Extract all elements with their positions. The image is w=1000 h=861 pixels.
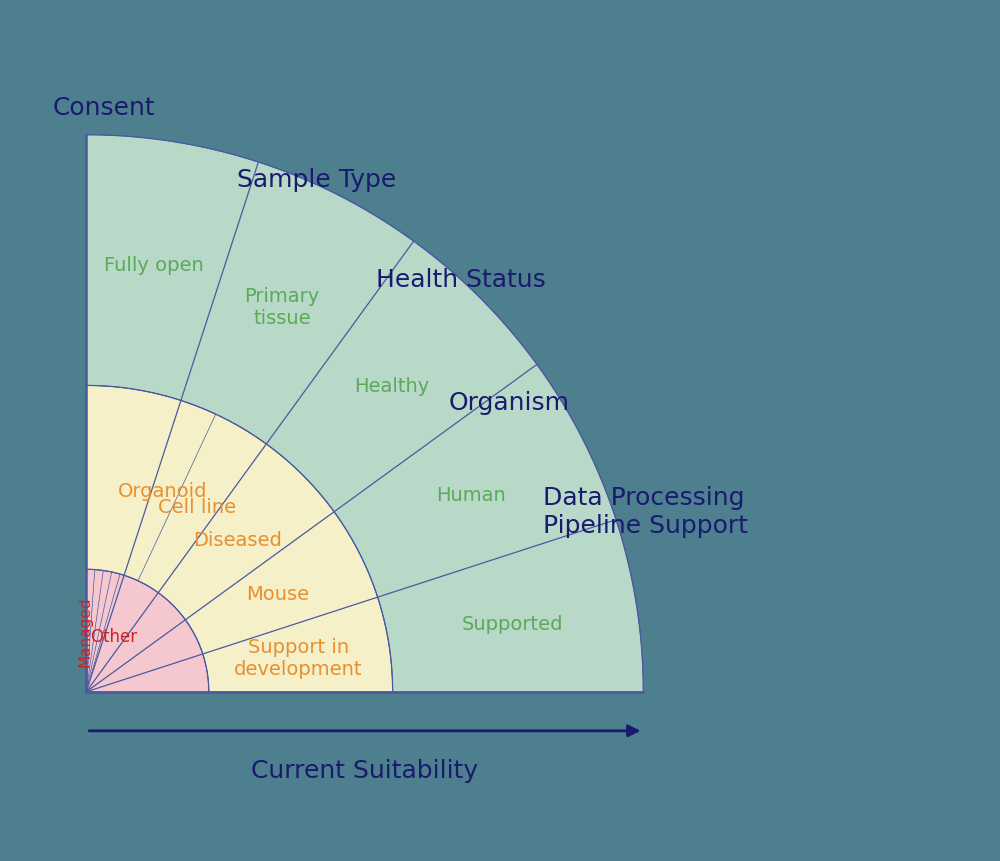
Text: Fully open: Fully open: [104, 256, 204, 275]
Text: Consent: Consent: [53, 96, 155, 120]
Text: Mouse: Mouse: [246, 585, 309, 604]
Polygon shape: [86, 386, 393, 692]
Polygon shape: [86, 134, 643, 692]
Text: Primary
tissue: Primary tissue: [245, 287, 320, 328]
Polygon shape: [86, 569, 209, 692]
Text: Support in
development: Support in development: [234, 638, 362, 678]
Text: Data Processing
Pipeline Support: Data Processing Pipeline Support: [543, 486, 748, 537]
Text: Current Suitability: Current Suitability: [251, 759, 478, 783]
Text: Supported: Supported: [462, 615, 563, 634]
Text: Other: Other: [90, 629, 138, 647]
Text: Sample Type: Sample Type: [237, 168, 396, 192]
Text: Health Status: Health Status: [376, 269, 546, 293]
Text: Human: Human: [436, 486, 506, 505]
Text: Cell line: Cell line: [158, 499, 236, 517]
Text: Organism: Organism: [448, 391, 569, 415]
Text: Healthy: Healthy: [354, 377, 429, 396]
Text: Managed: Managed: [77, 596, 92, 666]
Text: Diseased: Diseased: [193, 530, 282, 549]
Text: Organoid: Organoid: [118, 482, 208, 501]
